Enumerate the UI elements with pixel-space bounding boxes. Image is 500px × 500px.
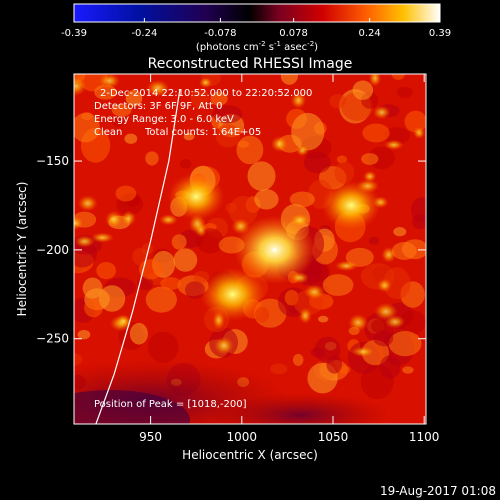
annotation-energy: Energy Range: 3.0 - 6.0 keV xyxy=(94,114,234,125)
y-tick-label: −150 xyxy=(36,154,69,168)
colorbar-tick-label: -0.24 xyxy=(131,28,157,39)
x-tick-label: 1100 xyxy=(409,430,440,444)
heatmap-image xyxy=(74,74,426,424)
y-tick-label: −250 xyxy=(36,332,69,346)
x-tick-label: 950 xyxy=(139,430,162,444)
annotation-counts: Total counts: 1.64E+05 xyxy=(144,127,261,138)
colorbar-tick-label: 0.078 xyxy=(279,28,308,39)
x-tick-label: 1000 xyxy=(227,430,258,444)
colorbar xyxy=(73,3,441,23)
axis-ticks: 950 1000 1050 1100 −150 −200 −250 xyxy=(36,74,439,444)
y-axis-label: Heliocentric Y (arcsec) xyxy=(15,182,29,317)
colorbar-ticks: -0.39 -0.24 -0.078 0.078 0.24 0.39 xyxy=(61,18,451,39)
bright-source xyxy=(321,181,381,230)
annotation-peak-position: Position of Peak = [1018,-200] xyxy=(94,399,247,410)
bright-source xyxy=(200,267,265,321)
solar-limb-line xyxy=(95,89,181,425)
plot-frame xyxy=(73,73,427,425)
colorbar-tick-label: 0.24 xyxy=(358,28,380,39)
annotation-time-range: 2-Dec-2014 22:10:52.000 to 22:20:52.000 xyxy=(100,88,312,99)
colorbar-units: (photons cm-2 s-1 asec-2) xyxy=(196,40,318,53)
colorbar-tick-label: 0.39 xyxy=(429,28,451,39)
x-tick-label: 1050 xyxy=(318,430,349,444)
colorbar-tick-label: -0.39 xyxy=(61,28,87,39)
annotation-detectors: Detectors: 3F 6F 9F, Att 0 xyxy=(94,101,222,112)
x-axis-label: Heliocentric X (arcsec) xyxy=(182,448,318,462)
peak-marker xyxy=(273,248,277,252)
bright-source xyxy=(168,173,225,220)
y-tick-label: −200 xyxy=(36,243,69,257)
footer-date: 19-Aug-2017 01:08 xyxy=(380,484,496,498)
chart-title: Reconstructed RHESSI Image xyxy=(148,56,353,72)
annotation-clean: Clean xyxy=(94,127,122,138)
colorbar-tick-label: -0.078 xyxy=(204,28,236,39)
